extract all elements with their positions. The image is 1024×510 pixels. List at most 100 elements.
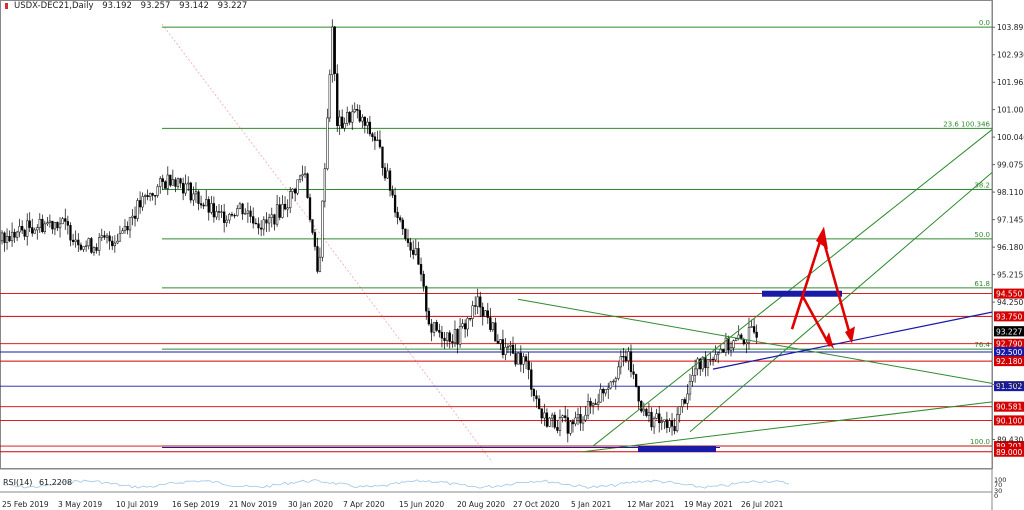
candle-body — [469, 318, 472, 320]
candle-body — [371, 133, 374, 137]
indicator-flag-icon — [5, 3, 14, 9]
x-tick-label: 10 Jul 2019 — [116, 500, 159, 509]
candle-body — [430, 323, 433, 333]
candle-body — [38, 218, 41, 228]
candle-body — [281, 203, 284, 218]
rsi-tick-label: 30 — [994, 487, 1002, 495]
x-tick-label: 25 Feb 2019 — [2, 500, 49, 509]
y-tick-label: 102.930 — [997, 51, 1024, 60]
candle-body — [189, 182, 192, 201]
candle-body — [313, 232, 317, 247]
candle-body — [41, 218, 44, 232]
price-tag — [994, 338, 1024, 349]
price-tag — [994, 288, 1024, 299]
candle-body — [105, 235, 109, 238]
candle-body — [676, 414, 679, 432]
candle-body — [579, 414, 582, 424]
candle-body — [100, 235, 103, 238]
candle-body — [79, 244, 83, 250]
fib-label: 23.6 100.346 — [943, 120, 990, 128]
price-tag-label: 92.790 — [996, 340, 1022, 349]
candle-body — [69, 225, 72, 241]
candle-body — [458, 326, 462, 345]
current-price-tag — [994, 326, 1024, 337]
candle-body — [149, 193, 152, 198]
trendline-down — [517, 298, 993, 384]
candle-body — [166, 174, 169, 189]
candle-body — [745, 342, 748, 345]
candle-body — [270, 214, 273, 218]
candle-body — [663, 419, 666, 422]
candle-body — [136, 200, 139, 219]
candle-body — [711, 358, 715, 361]
candle-body — [273, 214, 276, 225]
candle-body — [640, 400, 643, 412]
candle-body — [619, 356, 622, 368]
candle-body — [660, 421, 663, 424]
candle-body — [594, 403, 597, 405]
candle-body — [121, 230, 124, 234]
close-value: 93.227 — [217, 1, 248, 11]
candle-body — [724, 337, 728, 353]
candle-body — [602, 388, 605, 394]
price-tag — [994, 441, 1024, 452]
candle-body — [719, 349, 722, 354]
candle-body — [118, 233, 122, 242]
x-tick-label: 7 Apr 2020 — [343, 500, 385, 509]
candle-body — [691, 375, 694, 382]
fib-label: 50.0 — [974, 231, 990, 239]
current-price-label: 93.227 — [996, 327, 1022, 336]
candle-body — [729, 347, 733, 351]
candle-body — [569, 421, 572, 434]
candle-body — [321, 200, 324, 258]
price-tag — [994, 381, 1024, 392]
candle-body — [238, 203, 242, 209]
candle-body — [215, 211, 218, 218]
candle-body — [504, 346, 507, 355]
candle-body — [471, 305, 474, 319]
candle-body — [348, 112, 351, 123]
candle-body — [66, 221, 70, 226]
candle-body — [706, 359, 710, 369]
candle-body — [735, 338, 738, 341]
candle-body — [499, 339, 502, 344]
candle-body — [479, 296, 482, 308]
candle-body — [308, 197, 312, 220]
candle-body — [326, 117, 329, 170]
candle-body — [461, 323, 464, 327]
y-tick-label: 94.250 — [997, 298, 1023, 307]
candle-body — [328, 74, 331, 119]
candle-body — [51, 220, 54, 230]
candle-body — [686, 393, 689, 404]
low-value: 93.142 — [179, 1, 209, 11]
fib-label: 0.0 — [979, 19, 990, 27]
candle-body — [252, 216, 255, 224]
candle-body — [113, 242, 116, 247]
y-tick-label: 97.145 — [997, 216, 1023, 225]
x-tick-label: 21 Nov 2019 — [229, 500, 277, 509]
candle-body — [622, 356, 625, 358]
candle-body — [31, 227, 34, 234]
candle-body — [283, 203, 287, 210]
candle-body — [179, 178, 182, 184]
candle-body — [474, 305, 477, 307]
candle-body — [301, 174, 304, 177]
candle-body — [496, 340, 500, 344]
candle-body — [448, 332, 451, 342]
candle-body — [581, 419, 585, 424]
candle-body — [95, 247, 98, 251]
candle-body — [87, 238, 90, 247]
candle-body — [422, 273, 425, 287]
candle-body — [476, 296, 479, 307]
candle-body — [336, 73, 339, 126]
candle-body — [343, 123, 346, 129]
candle-body — [650, 411, 653, 428]
candle-body — [391, 190, 394, 196]
candle-body — [199, 203, 203, 206]
candle-body — [260, 227, 263, 230]
candle-body — [98, 237, 101, 251]
candle-body — [36, 227, 39, 231]
candle-body — [151, 193, 154, 196]
candle-body — [586, 401, 590, 416]
